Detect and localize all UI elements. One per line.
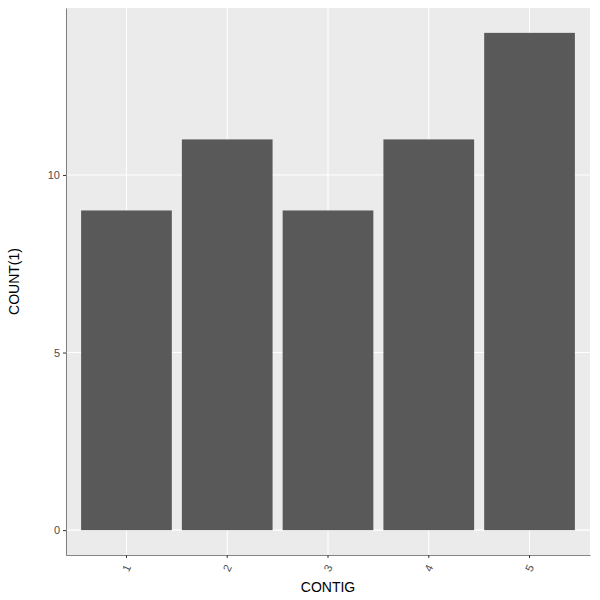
y-tick: 0 xyxy=(54,524,66,536)
bar xyxy=(484,33,575,530)
y-tick-mark xyxy=(63,175,66,176)
x-tick-label: 1 xyxy=(120,563,133,574)
x-tick: 3 xyxy=(321,555,334,573)
x-axis: 1 2 3 4 5 xyxy=(67,555,591,573)
x-tick: 5 xyxy=(523,555,536,573)
bars xyxy=(81,33,575,530)
y-tick-label: 5 xyxy=(54,347,60,359)
bar xyxy=(81,210,172,530)
x-tick: 4 xyxy=(422,555,435,573)
y-tick-mark xyxy=(63,353,66,354)
x-tick-mark xyxy=(328,555,329,558)
y-axis-title: COUNT(1) xyxy=(6,248,22,315)
bar xyxy=(383,139,474,530)
panel-background xyxy=(66,8,590,555)
y-tick-label: 0 xyxy=(54,524,60,536)
chart: 0 5 10 1 2 3 4 5 CONTIG COUNT(1) xyxy=(0,0,600,600)
bar xyxy=(283,210,374,530)
bar xyxy=(182,139,273,530)
y-tick: 5 xyxy=(54,347,66,359)
x-tick-mark xyxy=(529,555,530,558)
plot: 0 5 10 1 2 3 4 5 xyxy=(48,8,591,573)
x-axis-title: CONTIG xyxy=(301,579,355,595)
x-tick-label: 3 xyxy=(321,563,334,574)
x-tick-mark xyxy=(227,555,228,558)
x-tick-mark xyxy=(126,555,127,558)
x-tick-mark xyxy=(428,555,429,558)
x-tick: 1 xyxy=(120,555,133,573)
x-tick-label: 5 xyxy=(523,563,536,574)
x-tick-label: 4 xyxy=(422,563,435,574)
y-axis-line xyxy=(66,9,67,556)
y-tick: 10 xyxy=(48,169,66,181)
grid xyxy=(66,8,590,555)
y-tick-mark xyxy=(63,530,66,531)
x-tick: 2 xyxy=(220,555,233,573)
y-axis: 0 5 10 xyxy=(48,9,67,556)
y-tick-label: 10 xyxy=(48,169,60,181)
x-tick-label: 2 xyxy=(220,563,233,574)
